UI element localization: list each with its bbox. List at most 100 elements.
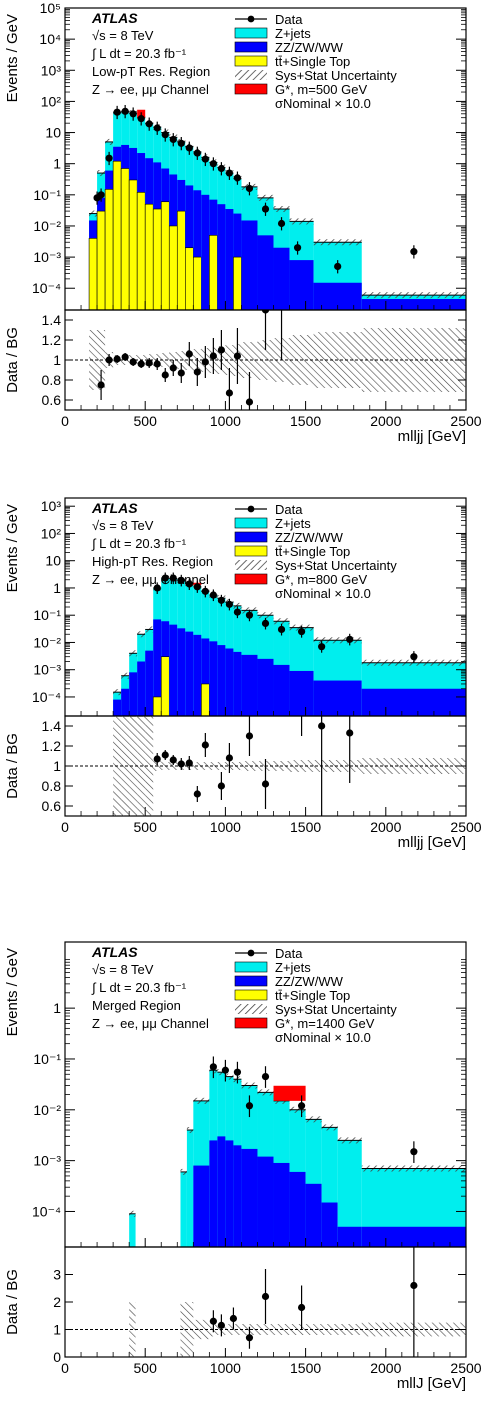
data-point	[137, 115, 145, 123]
diboson-bar	[209, 641, 218, 716]
data-point	[410, 1148, 418, 1156]
data-point	[145, 120, 153, 128]
stack-low-pt-resolved	[88, 108, 466, 310]
top-bar	[144, 203, 154, 310]
top-bar	[96, 210, 106, 310]
ratio-y-tick-label: 1	[53, 758, 61, 774]
signal-bar	[185, 582, 202, 585]
x-tick-label: 1500	[290, 1360, 321, 1376]
x-tick-label: 0	[61, 1360, 69, 1376]
ratio-point	[217, 782, 225, 790]
data-point	[277, 625, 286, 634]
legend-label: tt̄+Single Top	[275, 54, 350, 69]
ratio-uncertainty	[361, 758, 466, 774]
data-point	[346, 635, 354, 643]
y-tick-label: 10³	[41, 62, 62, 78]
legend-label: G*, m=800 GeV	[275, 572, 367, 587]
uncertainty-hatch-icon	[235, 560, 267, 570]
data-point	[177, 139, 185, 147]
data-point	[261, 619, 270, 628]
top-bar	[152, 696, 162, 716]
legend-data-marker	[247, 949, 255, 957]
ratio-point	[185, 350, 193, 358]
ratio-points	[153, 716, 354, 816]
diboson-bar	[337, 1226, 362, 1247]
ratio-points	[97, 310, 283, 410]
x-tick-label: 1000	[210, 1360, 241, 1376]
top-bar	[136, 192, 146, 310]
ratio-point	[177, 760, 185, 768]
x-tick-label: 2000	[370, 413, 401, 429]
ratio-point	[193, 368, 201, 376]
diboson-bar	[273, 1162, 290, 1247]
diboson-bar	[209, 1140, 218, 1247]
ratio-point	[245, 732, 254, 740]
ratio-point	[113, 355, 121, 363]
data-point	[153, 584, 161, 592]
legend-swatch-signal	[234, 83, 268, 95]
ratio-uncertainty	[129, 716, 138, 816]
legend-label: ZZ/ZW/WW	[275, 40, 344, 55]
y-tick-label: 10⁻¹	[33, 607, 61, 623]
zjets-bar	[180, 1171, 187, 1247]
ratio-point	[233, 352, 242, 360]
legend-label: Z+jets	[275, 26, 311, 41]
legend-swatch-zjets	[234, 517, 268, 529]
ratio-point	[145, 359, 153, 367]
data-point	[297, 1102, 306, 1110]
top-bar	[160, 656, 170, 716]
legend-label: Z+jets	[275, 516, 311, 531]
x-tick-label: 0	[61, 413, 69, 429]
ratio-point	[153, 360, 161, 368]
diboson-bar	[257, 1156, 274, 1247]
diboson-bar	[153, 619, 162, 716]
ratio-y-axis-label: Data / BG	[4, 1269, 21, 1335]
ratio-y-tick-label: 0.6	[42, 392, 62, 408]
diboson-bar	[201, 638, 210, 716]
energy-label: √s = 8 TeV	[92, 962, 154, 977]
data-point	[410, 248, 418, 256]
diboson-bar	[289, 670, 314, 716]
legend-label: σNominal × 10.0	[275, 586, 371, 601]
legend-label: σNominal × 10.0	[275, 1030, 371, 1045]
y-tick-label: 10⁴	[39, 31, 61, 47]
y-tick-label: 10²	[41, 525, 62, 541]
panel-low-pt-resolved: 10⁻⁴ 10⁻³ 10⁻² 10⁻¹ 1 10 10² 10³ 10⁴ 10⁵ 0 500 1000 1…	[4, 0, 482, 445]
diboson-bar	[137, 661, 146, 716]
atlas-label: ATLAS	[91, 10, 138, 26]
x-tick-label: 2000	[370, 819, 401, 835]
diboson-bar	[257, 658, 274, 716]
top-bar	[233, 256, 242, 310]
diboson-bar	[233, 651, 242, 716]
top-bar	[201, 683, 210, 716]
ratio-uncertainty	[225, 345, 234, 375]
data-point	[233, 174, 242, 182]
ratio-point	[161, 751, 169, 759]
ratio-y-tick-label: 0.8	[42, 372, 62, 388]
ratio-point	[297, 1303, 306, 1312]
top-bar	[104, 189, 114, 310]
lumi-label: ∫ L dt = 20.3 fb⁻¹	[91, 46, 187, 61]
data-point	[209, 1063, 217, 1071]
ratio-point	[209, 1317, 217, 1325]
data-point	[233, 608, 242, 616]
y-tick-label: 10⁻⁴	[32, 280, 61, 296]
diboson-bar	[225, 209, 234, 310]
legend-data-marker	[247, 15, 255, 23]
data-point	[233, 1068, 242, 1076]
diboson-bar	[193, 634, 202, 716]
data-point	[153, 124, 161, 132]
ratio-point	[177, 369, 185, 377]
legend-swatch-diboson	[234, 41, 268, 53]
y-tick-label: 10⁻²	[33, 1102, 61, 1118]
ratio-point	[121, 353, 129, 361]
diboson-bar	[321, 1202, 338, 1247]
legend-swatch-top	[234, 989, 268, 1001]
panel-merged: 10⁻⁴ 10⁻³ 10⁻² 10⁻¹ 1 0 500 1000 1500 2000 2500 0 1 2…	[4, 941, 482, 1392]
ratio-point	[105, 356, 113, 364]
ratio-point	[185, 759, 193, 767]
data-point	[245, 184, 254, 193]
diboson-bar	[217, 1136, 226, 1247]
region-label: Merged Region	[92, 998, 181, 1013]
